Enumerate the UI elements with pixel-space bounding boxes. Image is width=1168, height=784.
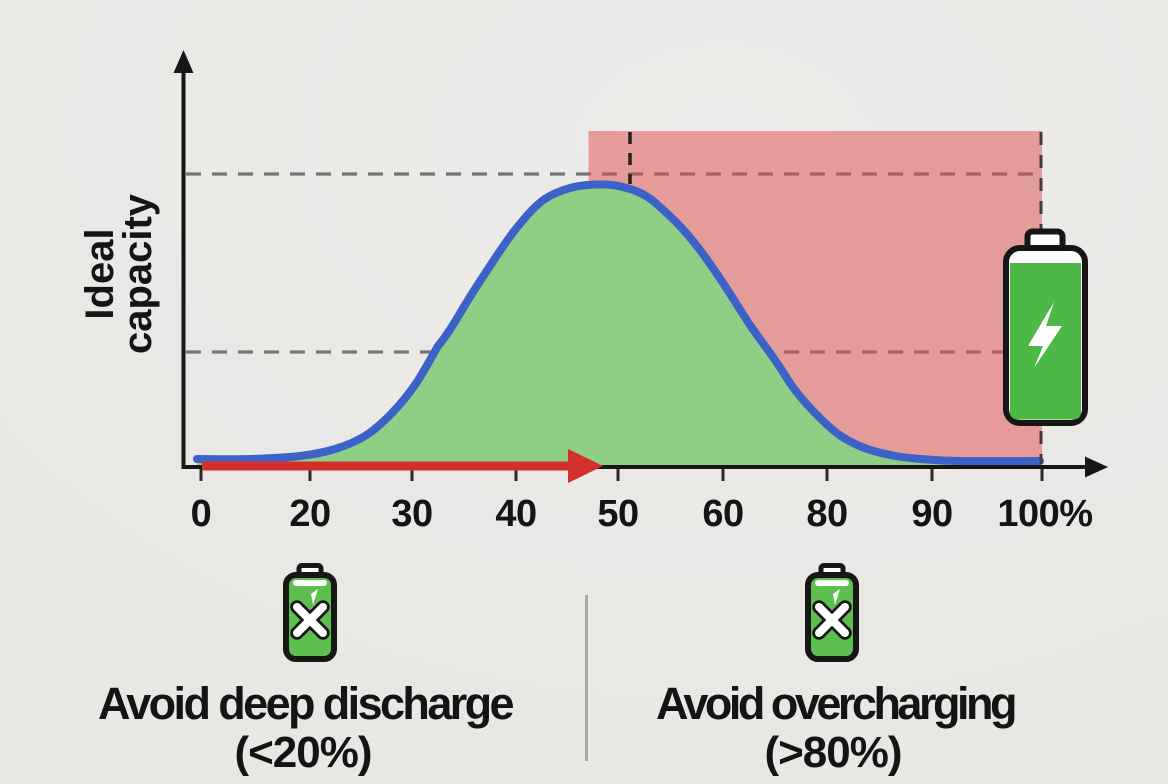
svg-text:90: 90 xyxy=(911,493,952,535)
svg-text:(<20%): (<20%) xyxy=(234,728,371,777)
svg-text:50: 50 xyxy=(597,493,638,535)
svg-text:40: 40 xyxy=(495,493,536,535)
svg-text:20: 20 xyxy=(289,493,330,535)
svg-text:(>80%): (>80%) xyxy=(764,728,901,777)
svg-text:80: 80 xyxy=(806,493,847,535)
svg-text:30: 30 xyxy=(391,493,432,535)
svg-text:Avoid overcharging: Avoid overcharging xyxy=(656,678,1015,729)
svg-text:Avoid deep discharge: Avoid deep discharge xyxy=(98,678,514,729)
svg-text:Idealcapacity: Idealcapacity xyxy=(78,193,160,354)
svg-text:100%: 100% xyxy=(997,493,1092,535)
svg-text:0: 0 xyxy=(191,493,212,535)
svg-text:60: 60 xyxy=(702,493,743,535)
